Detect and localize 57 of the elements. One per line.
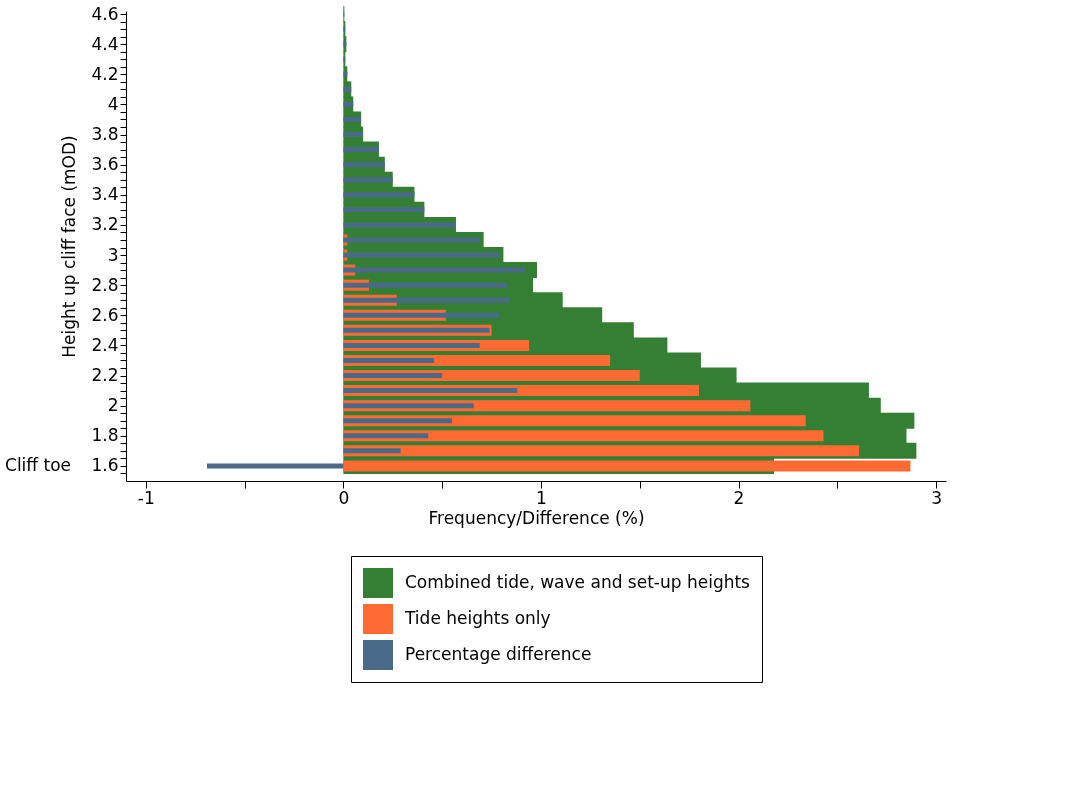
x-tick-label: 0 [338, 487, 350, 508]
bar [343, 297, 510, 303]
bar [343, 162, 385, 168]
bar [207, 463, 344, 469]
y-tick-label: 1.6 [91, 455, 119, 476]
bar [343, 430, 824, 442]
bar [343, 433, 429, 439]
x-tick-label: 2 [733, 487, 745, 508]
bar [343, 41, 347, 47]
y-tick-label: 3 [107, 244, 119, 265]
y-tick-label: 4.2 [91, 63, 119, 84]
x-tick-label: 3 [931, 487, 943, 508]
y-tick-label: 4.4 [91, 33, 119, 54]
bar [343, 267, 526, 273]
y-tick-label: 4.6 [91, 3, 119, 24]
y-tick-label: 4 [107, 93, 119, 114]
bar [343, 342, 480, 348]
bar [343, 222, 456, 228]
y-tick-label: 2.4 [91, 334, 119, 355]
y-tick-label: 3.2 [91, 214, 119, 235]
bar [343, 116, 362, 122]
bar [343, 101, 354, 107]
legend-label: Percentage difference [405, 644, 592, 664]
y-tick-label: 1.8 [91, 425, 119, 446]
bar [343, 71, 348, 77]
y-tick-label: 2.2 [91, 365, 119, 386]
y-tick-label: 3.6 [91, 154, 119, 175]
y-tick-label: 2.6 [91, 304, 119, 325]
y-tick-label: 3.4 [91, 184, 119, 205]
legend-label: Combined tide, wave and set-up heights [405, 572, 751, 592]
bar [343, 357, 435, 363]
bar [343, 388, 518, 394]
bar [343, 192, 415, 198]
legend-label: Tide heights only [404, 608, 551, 628]
bar [343, 460, 911, 472]
bar [343, 207, 425, 213]
x-axis-title: Frequency/Difference (%) [428, 507, 645, 528]
bar [343, 132, 364, 138]
bar [343, 418, 453, 424]
y-tick-label: 2.8 [91, 274, 119, 295]
bar [343, 252, 500, 258]
x-tick-label: -1 [137, 487, 155, 508]
y-axis-title: Height up cliff face (mOD) [59, 135, 80, 358]
y-tick-label: 2 [107, 395, 119, 416]
text: Cliff toe [5, 455, 71, 475]
x-tick-label: 1 [536, 487, 547, 508]
y-tick-label: 3.8 [91, 124, 119, 145]
bar [343, 373, 443, 379]
bar [343, 177, 393, 183]
bar [343, 86, 352, 92]
bar [343, 282, 508, 288]
bar [343, 237, 480, 243]
bar [343, 403, 474, 409]
bar [343, 312, 500, 318]
bar [343, 448, 401, 454]
bar [343, 147, 379, 153]
bar [343, 445, 860, 457]
